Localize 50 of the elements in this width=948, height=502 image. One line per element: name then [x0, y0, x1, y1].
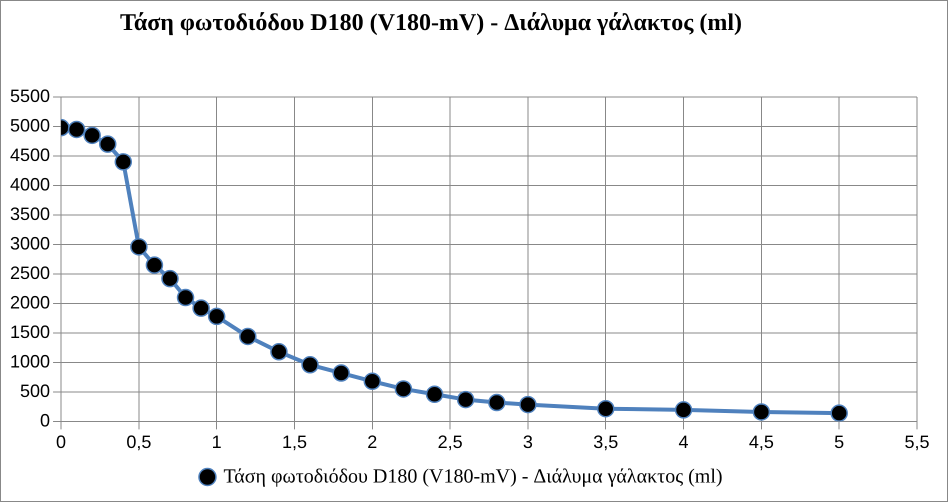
y-tick-label: 0	[40, 410, 50, 430]
point	[456, 390, 474, 408]
y-tick-label: 2000	[10, 292, 50, 312]
point	[161, 270, 179, 288]
point	[146, 256, 164, 274]
point	[208, 308, 226, 326]
point	[394, 380, 412, 398]
point	[488, 394, 506, 412]
y-tick-label: 500	[20, 380, 50, 401]
y-tick-label: 5000	[10, 115, 50, 136]
point	[596, 400, 614, 418]
y-tick-label: 3000	[10, 233, 50, 254]
legend-label: Τάση φωτοδιόδου D180 (V180-mV) - Διάλυμα γάλακτος (ml)	[223, 465, 723, 488]
y-tick-label: 1000	[10, 351, 50, 372]
x-tick-label: 5,5	[904, 432, 930, 452]
point	[98, 135, 116, 153]
x-tick-label: 0	[56, 432, 66, 452]
x-tick-label: 3,5	[593, 432, 618, 452]
y-tick-label: 2500	[10, 262, 50, 283]
y-tick-label: 3500	[10, 204, 50, 224]
point	[270, 343, 288, 361]
x-tick-label: 3	[522, 432, 533, 452]
point	[332, 364, 350, 382]
point	[83, 126, 101, 144]
y-tick-label: 1500	[10, 322, 50, 342]
x-tick-label: 1	[212, 432, 222, 452]
chart-title: Τάση φωτοδιόδου D180 (V180-mV) - Διάλυμα γάλακτος (ml)	[118, 9, 743, 38]
x-tick-label: 1,5	[282, 432, 307, 452]
point	[176, 288, 194, 306]
point	[130, 238, 148, 256]
y-tick-label: 4000	[10, 174, 50, 194]
point	[68, 120, 86, 138]
x-tick-label: 2,5	[438, 432, 463, 452]
point	[674, 401, 692, 419]
point	[114, 153, 132, 171]
y-tick-label: 5500	[10, 86, 50, 106]
point	[364, 372, 382, 390]
point	[752, 403, 770, 421]
point	[301, 356, 319, 374]
point	[426, 386, 444, 404]
y-tick-label: 4500	[10, 144, 50, 165]
x-tick-label: 4	[678, 432, 689, 452]
x-tick-label: 4,5	[748, 432, 774, 452]
point	[830, 404, 848, 422]
point	[192, 299, 210, 317]
x-tick-label: 2	[367, 432, 378, 452]
x-tick-label: 5	[834, 432, 844, 452]
point	[239, 328, 257, 346]
x-tick-label: 0,5	[126, 432, 152, 452]
point	[519, 396, 537, 414]
